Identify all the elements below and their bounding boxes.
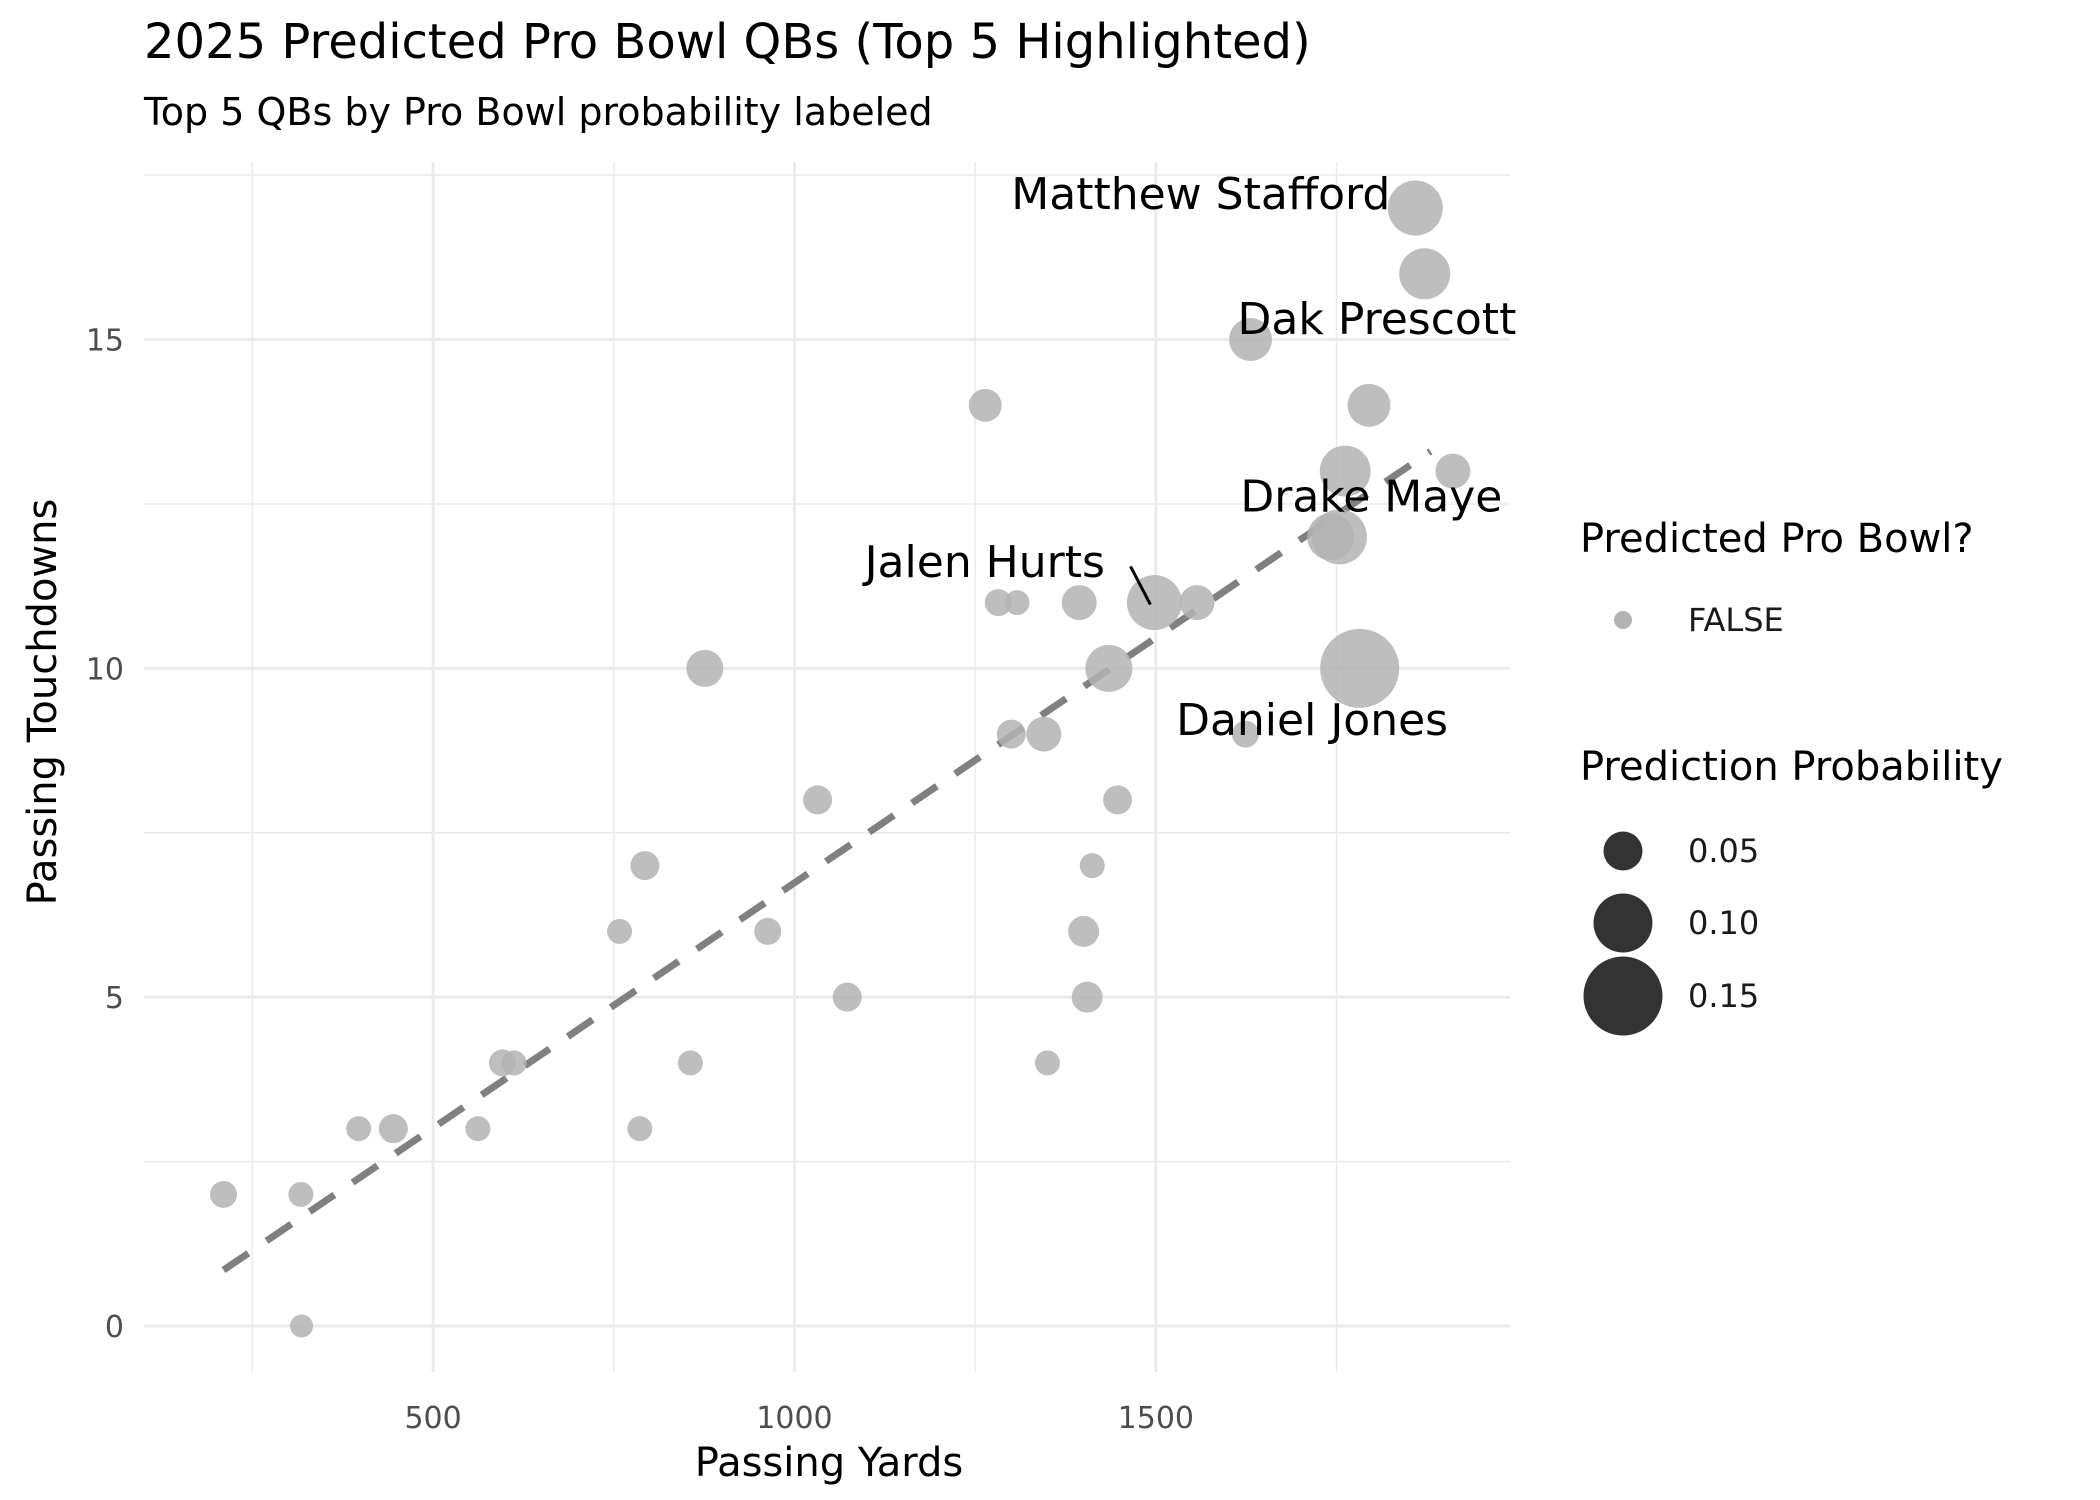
legend-size-label: 0.05 — [1688, 832, 1759, 870]
data-point — [677, 1050, 703, 1076]
data-point — [1347, 383, 1391, 427]
data-point — [1319, 445, 1371, 497]
data-point — [1399, 248, 1451, 300]
x-tick-label: 1500 — [1118, 1401, 1194, 1436]
data-point — [996, 719, 1026, 749]
data-point — [754, 917, 782, 945]
data-point — [630, 851, 660, 881]
point-label: Matthew Stafford — [1011, 169, 1390, 220]
x-axis-title: Passing Yards — [695, 1440, 964, 1486]
legend-size-title: Prediction Probability — [1580, 744, 2003, 790]
data-point — [832, 982, 862, 1012]
trend-line-group — [221, 448, 1433, 1273]
legend-color-label: FALSE — [1688, 601, 1784, 639]
data-point — [686, 649, 724, 687]
point-label: Drake Maye — [1240, 471, 1502, 522]
chart-subtitle: Top 5 QBs by Pro Bowl probability labele… — [144, 90, 933, 134]
data-point — [1034, 1050, 1060, 1076]
chart-title: 2025 Predicted Pro Bowl QBs (Top 5 Highl… — [144, 14, 1311, 70]
y-tick-label: 0 — [105, 1310, 124, 1345]
point-label: Jalen Hurts — [862, 537, 1105, 588]
point-label: Daniel Jones — [1176, 695, 1448, 746]
legend-size-label: 0.15 — [1688, 977, 1759, 1015]
data-point — [968, 388, 1002, 422]
data-point — [1387, 180, 1443, 236]
data-point — [607, 918, 633, 944]
data-point — [1079, 853, 1105, 879]
data-point — [465, 1116, 491, 1142]
y-tick-label: 5 — [105, 981, 124, 1016]
label-connector — [1129, 565, 1152, 606]
data-point — [1126, 575, 1182, 631]
data-point — [1435, 453, 1471, 489]
y-tick-labels: 0 5 10 15 — [86, 324, 124, 1345]
y-axis-title: Passing Touchdowns — [20, 499, 66, 906]
data-point — [803, 785, 833, 815]
x-tick-label: 1000 — [756, 1401, 832, 1436]
legend: Predicted Pro Bowl? FALSE Prediction Pro… — [1580, 516, 2003, 1036]
data-points — [210, 180, 1471, 1338]
point-label: Dak Prescott — [1238, 294, 1517, 345]
data-point — [1229, 318, 1273, 362]
data-point — [1311, 509, 1367, 565]
data-point — [290, 1314, 314, 1338]
data-point — [1320, 628, 1400, 708]
legend-size-key — [1593, 893, 1653, 953]
legend-size-key — [1603, 831, 1643, 871]
point-labels: Matthew Stafford Dak Prescott Drake Maye Ja… — [862, 169, 1517, 746]
trend-line — [221, 448, 1433, 1273]
data-point — [1068, 915, 1100, 947]
data-point — [1026, 716, 1062, 752]
legend-color-key — [1614, 611, 1632, 629]
x-tick-labels: 500 1000 1500 — [404, 1401, 1194, 1436]
data-point — [378, 1114, 408, 1144]
legend-size-key — [1583, 956, 1663, 1036]
data-point — [984, 589, 1012, 617]
data-point — [1179, 585, 1215, 621]
legend-size-label: 0.10 — [1688, 904, 1759, 942]
data-point — [627, 1116, 653, 1142]
y-tick-label: 10 — [86, 652, 124, 687]
data-point — [1103, 785, 1133, 815]
data-point — [1071, 981, 1103, 1013]
data-point — [1061, 585, 1097, 621]
data-point — [288, 1181, 314, 1207]
data-point — [1085, 644, 1133, 692]
grid-major — [144, 162, 1510, 1372]
data-point — [488, 1049, 516, 1077]
data-point — [1004, 590, 1030, 616]
data-point — [1231, 720, 1259, 748]
data-point — [346, 1116, 372, 1142]
y-tick-label: 15 — [86, 324, 124, 359]
legend-color-title: Predicted Pro Bowl? — [1580, 516, 1974, 562]
data-point — [210, 1180, 238, 1208]
grid-minor — [144, 162, 1510, 1372]
x-tick-label: 500 — [404, 1401, 461, 1436]
